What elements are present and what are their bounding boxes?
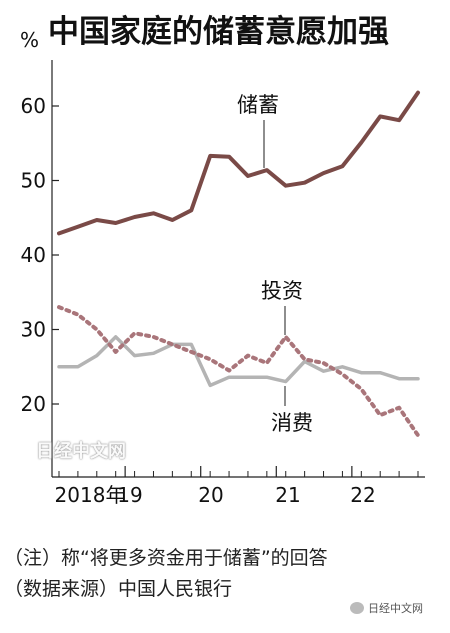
y-tick-label: 60 — [21, 94, 46, 118]
wechat-badge: 日经中文网 — [350, 600, 423, 616]
y-tick-label: 30 — [21, 318, 46, 342]
y-tick-label: 50 — [21, 169, 46, 193]
savings-line — [57, 90, 420, 236]
savings-label: 储蓄 — [237, 93, 279, 117]
y-tick-label: 20 — [21, 392, 46, 416]
watermark-text: 日经中文网 — [36, 441, 126, 462]
x-tick-label: 2018年 — [55, 483, 126, 507]
series-lines — [57, 90, 420, 438]
consumption-line — [57, 335, 420, 388]
footnote: （注）称“将更多资金用于储蓄”的回答 — [4, 547, 328, 569]
wechat-label: 日经中文网 — [368, 602, 423, 615]
wechat-icon — [350, 602, 364, 614]
consumption-label: 消费 — [271, 411, 313, 435]
x-tick-label: 22 — [350, 483, 375, 507]
source-note: （数据来源）中国人民银行 — [4, 578, 233, 600]
investment-label: 投资 — [261, 279, 303, 303]
investment-line — [57, 305, 420, 438]
x-tick-label: 21 — [275, 483, 300, 507]
chart-title: 中国家庭的储蓄意愿加强 — [48, 14, 389, 50]
y-axis-unit: % — [20, 28, 40, 52]
y-axis: 20 30 40 50 60 — [21, 60, 59, 477]
x-tick-label: 20 — [198, 483, 223, 507]
y-tick-label: 40 — [21, 243, 46, 267]
x-tick-label: 19 — [117, 483, 142, 507]
